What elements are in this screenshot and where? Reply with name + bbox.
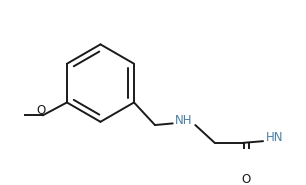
Text: HN: HN [266,132,283,144]
Text: NH: NH [175,114,193,127]
Text: O: O [36,104,46,117]
Text: O: O [241,173,251,185]
